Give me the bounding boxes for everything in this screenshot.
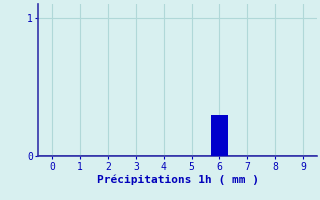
X-axis label: Précipitations 1h ( mm ): Précipitations 1h ( mm ) (97, 174, 259, 185)
Bar (211, 115, 228, 156)
